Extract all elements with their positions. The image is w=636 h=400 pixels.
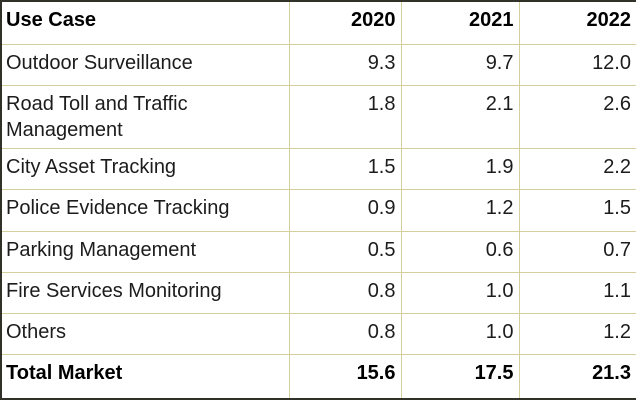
total-cell-value: 21.3 bbox=[518, 354, 636, 400]
header-row: Use Case 2020 2021 2022 bbox=[0, 0, 636, 45]
cell-value: 0.8 bbox=[288, 312, 402, 356]
total-cell-value: 17.5 bbox=[400, 354, 520, 400]
cell-value: 1.5 bbox=[518, 189, 636, 232]
column-header-2020: 2020 bbox=[288, 0, 402, 45]
table-row-outdoor-surveillance: Outdoor Surveillance 9.3 9.7 12.0 bbox=[0, 43, 636, 86]
row-label: Others bbox=[0, 312, 290, 356]
table-row-road-toll: Road Toll and Traffic Management 1.8 2.1… bbox=[0, 84, 636, 150]
cell-value: 1.5 bbox=[288, 148, 402, 191]
cell-value: 0.7 bbox=[518, 230, 636, 273]
table-row-city-asset-tracking: City Asset Tracking 1.5 1.9 2.2 bbox=[0, 148, 636, 191]
column-header-2021: 2021 bbox=[400, 0, 520, 45]
cell-value: 12.0 bbox=[518, 43, 636, 86]
cell-value: 1.1 bbox=[518, 271, 636, 314]
total-row-label: Total Market bbox=[0, 354, 290, 400]
cell-value: 1.2 bbox=[518, 312, 636, 356]
row-label: Parking Management bbox=[0, 230, 290, 273]
cell-value: 9.3 bbox=[288, 43, 402, 86]
table-row-police-evidence-tracking: Police Evidence Tracking 0.9 1.2 1.5 bbox=[0, 189, 636, 232]
cell-value: 2.6 bbox=[518, 84, 636, 150]
cell-value: 1.2 bbox=[400, 189, 520, 232]
row-label: Outdoor Surveillance bbox=[0, 43, 290, 86]
cell-value: 2.2 bbox=[518, 148, 636, 191]
cell-value: 0.9 bbox=[288, 189, 402, 232]
cell-value: 0.6 bbox=[400, 230, 520, 273]
column-header-use-case: Use Case bbox=[0, 0, 290, 45]
cell-value: 2.1 bbox=[400, 84, 520, 150]
row-label: Fire Services Monitoring bbox=[0, 271, 290, 314]
row-label: City Asset Tracking bbox=[0, 148, 290, 191]
cell-value: 1.0 bbox=[400, 271, 520, 314]
cell-value: 1.8 bbox=[288, 84, 402, 150]
row-label: Road Toll and Traffic Management bbox=[0, 84, 290, 150]
total-row: Total Market 15.6 17.5 21.3 bbox=[0, 354, 636, 400]
table-row-fire-services-monitoring: Fire Services Monitoring 0.8 1.0 1.1 bbox=[0, 271, 636, 314]
column-header-2022: 2022 bbox=[518, 0, 636, 45]
total-cell-value: 15.6 bbox=[288, 354, 402, 400]
cell-value: 0.5 bbox=[288, 230, 402, 273]
row-label: Police Evidence Tracking bbox=[0, 189, 290, 232]
cell-value: 1.9 bbox=[400, 148, 520, 191]
cell-value: 0.8 bbox=[288, 271, 402, 314]
cell-value: 9.7 bbox=[400, 43, 520, 86]
table-row-others: Others 0.8 1.0 1.2 bbox=[0, 312, 636, 356]
table-row-parking-management: Parking Management 0.5 0.6 0.7 bbox=[0, 230, 636, 273]
cell-value: 1.0 bbox=[400, 312, 520, 356]
